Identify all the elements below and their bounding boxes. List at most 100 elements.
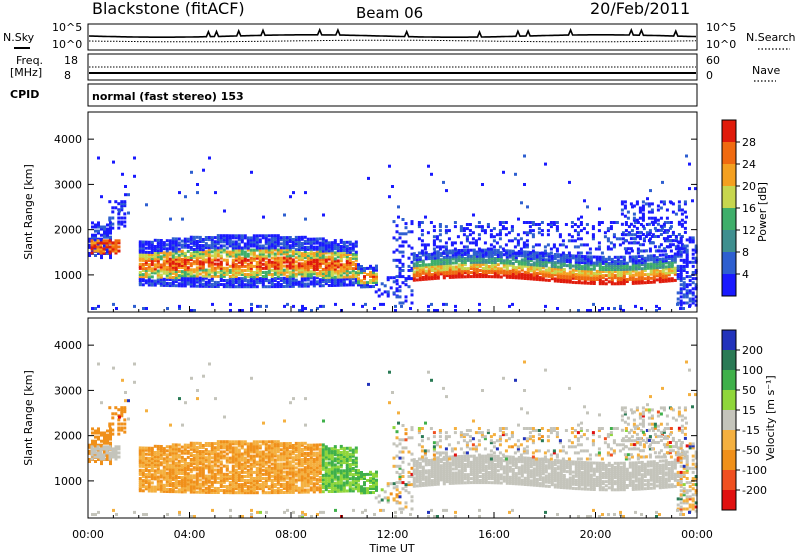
power-cell (554, 253, 557, 256)
power-cell (178, 274, 181, 277)
power-cell (680, 300, 683, 303)
power-cell (118, 210, 121, 213)
velocity-cell (289, 450, 292, 453)
power-cell (408, 265, 411, 268)
power-cell (470, 275, 473, 278)
power-cell (205, 236, 208, 239)
velocity-cell (211, 456, 214, 459)
power-cell (629, 256, 632, 259)
power-cell (505, 227, 508, 230)
power-cell (187, 256, 190, 259)
power-cell (640, 307, 643, 310)
power-cell (657, 209, 660, 212)
velocity-cell (199, 442, 202, 445)
power-cell (529, 252, 532, 255)
power-cell (205, 269, 208, 272)
power-cell (541, 252, 544, 255)
power-cell (566, 264, 569, 267)
power-cell (418, 221, 421, 224)
power-cell (352, 243, 355, 246)
nsearch-line (89, 40, 696, 42)
power-cell (328, 241, 331, 244)
power-cell (637, 248, 640, 251)
power-cell (250, 236, 253, 239)
power-cell (316, 246, 319, 249)
power-cell (509, 260, 512, 263)
power-cell (497, 249, 500, 252)
power-cell (663, 231, 666, 234)
power-cell (505, 243, 508, 246)
power-cell (451, 252, 454, 255)
power-cell (384, 284, 387, 287)
velocity-cell (111, 416, 114, 419)
velocity-cell (232, 465, 235, 468)
velocity-cell (145, 457, 148, 460)
velocity-cell (289, 477, 292, 480)
power-cell (419, 256, 422, 259)
power-cell (178, 305, 181, 308)
power-cell (660, 243, 663, 246)
power-cell (238, 243, 241, 246)
power-cell (577, 252, 580, 255)
velocity-cell (283, 491, 286, 494)
velocity-cell (226, 485, 229, 488)
power-cell (202, 238, 205, 241)
power-cell (349, 275, 352, 278)
power-cell (262, 234, 265, 237)
colorbar-tick-label: 12 (742, 224, 756, 237)
power-cell (691, 199, 694, 202)
power-cell (514, 173, 517, 176)
velocity-cell (235, 491, 238, 494)
power-cell (520, 252, 523, 255)
power-cell (199, 277, 202, 280)
power-cell (521, 258, 524, 261)
power-cell (638, 255, 641, 258)
velocity-cell (111, 423, 114, 426)
power-cell (532, 221, 535, 224)
velocity-cell (238, 483, 241, 486)
power-cell (292, 305, 295, 308)
freq-tick-top: 18 (64, 54, 78, 67)
power-cell (454, 221, 457, 224)
velocity-cell (280, 463, 283, 466)
power-cell (283, 305, 286, 308)
noise-right-tick-bottom: 10^0 (706, 38, 736, 51)
power-cell (226, 279, 229, 282)
power-cell (688, 305, 691, 308)
velocity-cell (241, 440, 244, 443)
power-cell (590, 268, 593, 271)
velocity-cell (193, 474, 196, 477)
power-cell (663, 247, 666, 250)
power-cell (295, 279, 298, 282)
power-cell (544, 250, 547, 253)
power-cell (445, 229, 448, 232)
power-cell (405, 232, 408, 235)
power-cell (688, 163, 691, 166)
power-cell (139, 263, 142, 266)
power-cell (496, 241, 499, 244)
velocity-cell (118, 451, 121, 454)
power-cell (556, 307, 559, 310)
power-cell (268, 285, 271, 288)
velocity-cell (244, 489, 247, 492)
power-cell (657, 223, 660, 226)
power-cell (455, 266, 458, 269)
power-cell (253, 271, 256, 274)
power-cell (178, 270, 181, 273)
velocity-cell (217, 469, 220, 472)
velocity-cell (241, 475, 244, 478)
power-cell (154, 263, 157, 266)
velocity-cell (247, 479, 250, 482)
power-cell (226, 259, 229, 262)
velocity-cell (148, 469, 151, 472)
power-cell (319, 305, 322, 308)
power-cell (151, 267, 154, 270)
power-cell (151, 280, 154, 283)
power-cell (470, 249, 473, 252)
power-cell (256, 261, 259, 264)
power-cell (160, 255, 163, 258)
power-cell (196, 240, 199, 243)
power-cell (464, 249, 467, 252)
power-cell (283, 214, 286, 217)
power-cell (442, 252, 445, 255)
